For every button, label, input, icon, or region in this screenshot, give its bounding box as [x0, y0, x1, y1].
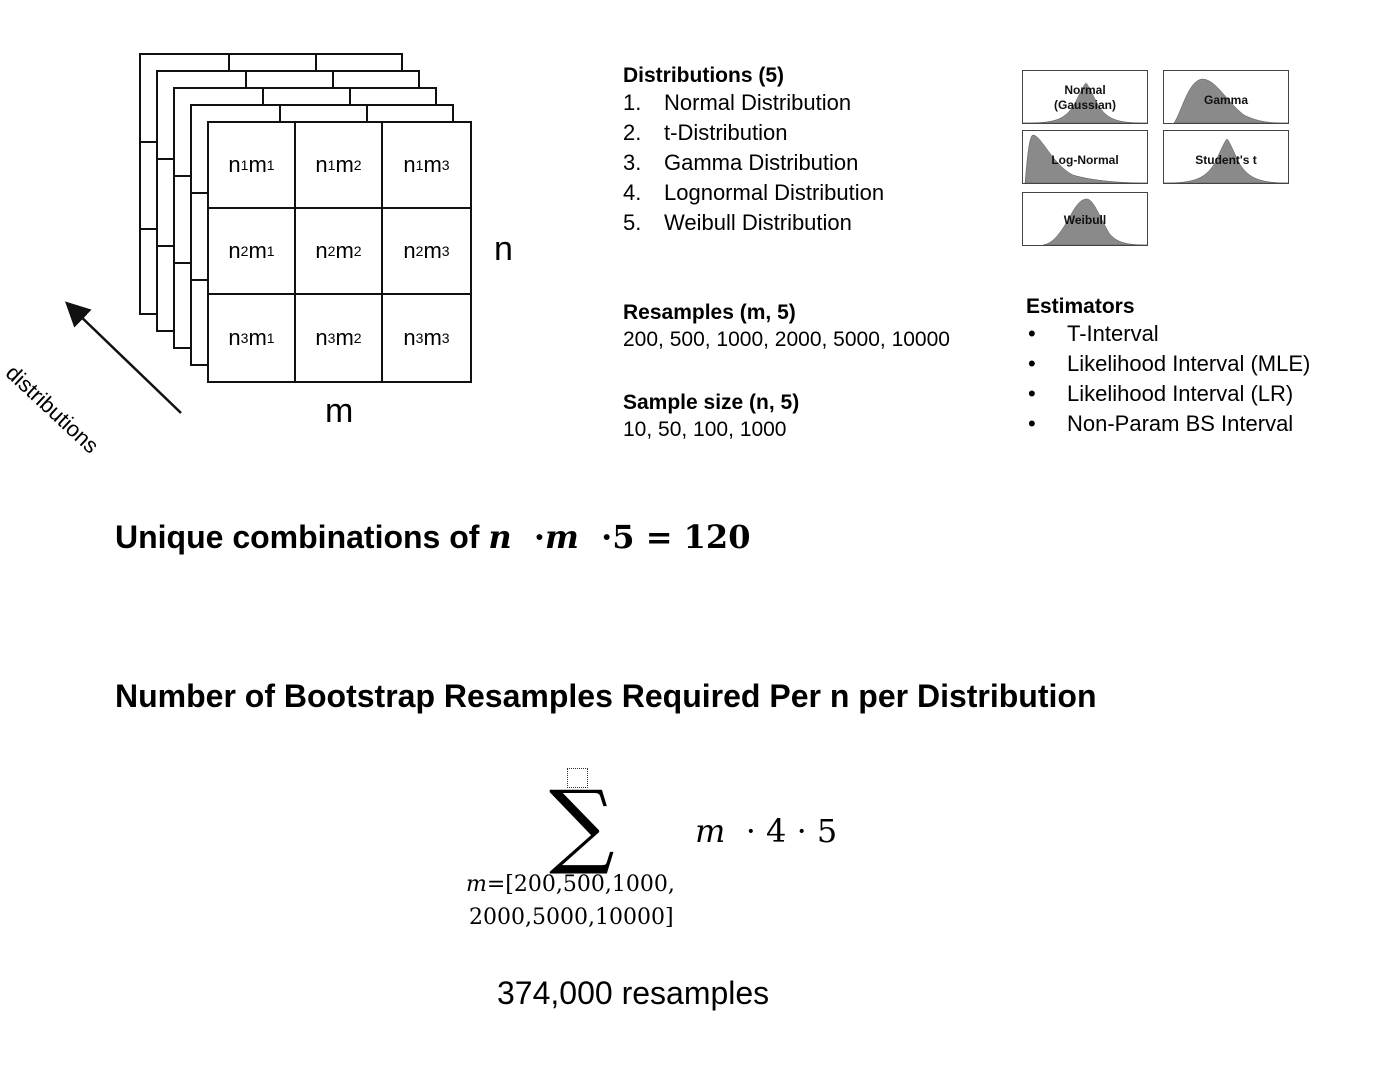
estimator-label: Likelihood Interval (LR) [1067, 381, 1294, 406]
sum-lower-limit: m=[200,500,1000, 2000,5000,10000] [466, 868, 675, 934]
thumbnail-gamma: Gamma [1163, 70, 1289, 124]
estimators-section: Estimators • T-Interval • Likelihood Interv… [1026, 295, 1310, 439]
distribution-number: 2. [623, 120, 642, 145]
bootstrap-result: 374,000 resamples [497, 975, 770, 1011]
axis-label-n: n [494, 230, 513, 268]
distributions-list: 1. Normal Distribution 2. t-Distribution 3. G… [623, 88, 884, 238]
combinations-dot-1: · [533, 518, 546, 556]
combinations-line: Unique combinations of n ·m ·5 = 120 [115, 518, 750, 556]
sum-term-var: m [695, 812, 726, 850]
thumbnail-gamma-label: Gamma [1203, 93, 1249, 107]
combinations-equals: = [645, 518, 673, 556]
sum-lower-var: m [466, 872, 487, 897]
thumbnail-weibull: Weibull [1022, 192, 1148, 246]
thumbnail-students-t: Student's t [1163, 130, 1289, 184]
estimator-item: • Likelihood Interval (LR) [1026, 379, 1310, 409]
resamples-heading: Resamples (m, 5) [623, 301, 796, 324]
combinations-result: 120 [683, 518, 751, 556]
weibull-curve-icon [1042, 198, 1147, 245]
thumbnail-weibull-label: Weibull [1063, 213, 1107, 227]
distribution-item: 2. t-Distribution [623, 118, 884, 148]
thumbnail-lognormal-label: Log-Normal [1051, 153, 1119, 167]
distribution-label: t-Distribution [664, 120, 788, 145]
estimators-list: • T-Interval • Likelihood Interval (MLE) • Li… [1026, 319, 1310, 439]
sample-size-heading: Sample size (n, 5) [623, 391, 800, 414]
estimator-item: • Likelihood Interval (MLE) [1026, 349, 1310, 379]
bootstrap-title: Number of Bootstrap Resamples Required P… [115, 678, 1097, 714]
distribution-label: Lognormal Distribution [664, 180, 885, 205]
resamples-values: 200, 500, 1000, 2000, 5000, 10000 [623, 328, 950, 351]
estimator-label: T-Interval [1067, 321, 1159, 346]
distribution-label: Gamma Distribution [664, 150, 859, 175]
resamples-section: Resamples (m, 5) 200, 500, 1000, 2000, 5… [623, 301, 950, 355]
distributions-section: Distributions (5) 1. Normal Distribution 2… [623, 64, 884, 238]
thumbnail-students-t-label: Student's t [1195, 153, 1257, 167]
thumbnail-normal-label-2: (Gaussian) [1053, 98, 1116, 112]
estimator-item: • Non-Param BS Interval [1026, 409, 1310, 439]
combinations-var-m: m [545, 518, 579, 556]
distribution-item: 4. Lognormal Distribution [623, 178, 884, 208]
normal-curve-icon [1023, 82, 1147, 123]
sum-term-rest: · 4 · 5 [745, 812, 838, 850]
distribution-number: 3. [623, 150, 642, 175]
thumbnail-normal-label-1: Normal [1064, 83, 1106, 97]
axis-label-m: m [325, 392, 354, 430]
sum-lower-values-2: 2000,5000,10000] [469, 905, 674, 930]
distribution-item: 3. Gamma Distribution [623, 148, 884, 178]
bullet-icon: • [1028, 381, 1036, 406]
thumbnail-lognormal: Log-Normal [1022, 130, 1148, 184]
bullet-icon: • [1028, 411, 1036, 436]
distributions-heading: Distributions (5) [623, 64, 784, 87]
sum-symbol: ∑ [549, 771, 615, 878]
distribution-number: 4. [623, 180, 642, 205]
distribution-number: 5. [623, 210, 642, 235]
distribution-label: Weibull Distribution [664, 210, 852, 235]
sample-size-section: Sample size (n, 5) 10, 50, 100, 1000 [623, 391, 799, 445]
lognormal-curve-icon [1024, 134, 1147, 183]
students-t-curve-icon [1164, 138, 1288, 183]
combinations-var-n: n [488, 518, 512, 556]
bullet-icon: • [1028, 351, 1036, 376]
combinations-prefix: Unique combinations of [115, 519, 489, 555]
combinations-formula: n ·m ·5 = 120 [488, 518, 750, 556]
sum-lower-line-1: m=[200,500,1000, [466, 868, 675, 901]
sample-size-values: 10, 50, 100, 1000 [623, 418, 787, 441]
distributions-arrow-icon [64, 301, 182, 414]
estimators-heading: Estimators [1026, 295, 1135, 318]
distribution-label: Normal Distribution [664, 90, 852, 115]
sum-term: m · 4 · 5 [695, 812, 837, 850]
estimator-label: Likelihood Interval (MLE) [1067, 351, 1311, 376]
distribution-item: 1. Normal Distribution [623, 88, 884, 118]
sum-upper-placeholder-icon [567, 768, 588, 788]
combinations-five: 5 [612, 518, 635, 556]
bullet-icon: • [1028, 321, 1036, 346]
estimator-label: Non-Param BS Interval [1067, 411, 1294, 436]
gamma-curve-icon [1173, 78, 1288, 123]
distribution-number: 1. [623, 90, 642, 115]
combinations-dot-2: · [601, 518, 613, 556]
thumbnail-normal: Normal (Gaussian) [1022, 70, 1148, 124]
distribution-item: 5. Weibull Distribution [623, 208, 884, 238]
sum-lower-values-1: =[200,500,1000, [486, 872, 675, 897]
estimator-item: • T-Interval [1026, 319, 1310, 349]
